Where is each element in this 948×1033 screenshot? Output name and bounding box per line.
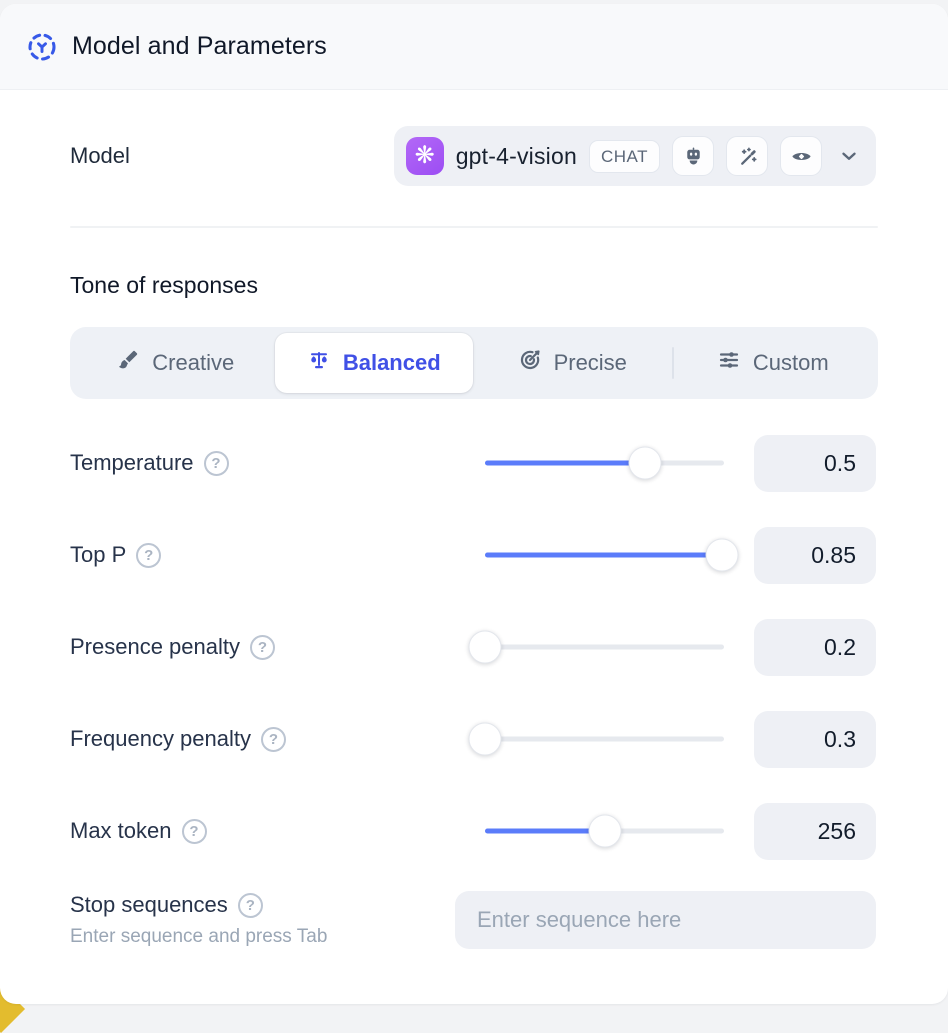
model-select-dropdown[interactable]: ❋ gpt-4-vision CHAT bbox=[393, 126, 876, 186]
tab-creative[interactable]: Creative bbox=[76, 333, 275, 393]
param-label-group: Presence penalty ? bbox=[70, 634, 455, 660]
temperature-value[interactable]: 0.5 bbox=[754, 434, 876, 492]
stop-sequences-label: Stop sequences bbox=[70, 892, 228, 917]
param-label-group: Max token ? bbox=[70, 818, 455, 844]
selected-model-name: gpt-4-vision bbox=[455, 142, 577, 169]
slider-thumb[interactable] bbox=[468, 722, 502, 756]
slider-fill bbox=[485, 460, 646, 466]
model-row: Model ❋ gpt-4-vision CHAT bbox=[0, 90, 948, 186]
param-label: Top P bbox=[70, 542, 127, 567]
openai-logo-icon: ❋ bbox=[405, 137, 444, 175]
parameters-section: Temperature ? 0.5 Top P ? 0.85 bbox=[0, 417, 948, 949]
model-type-badge: CHAT bbox=[588, 139, 660, 173]
stop-sequences-label-group: Stop sequences ? Enter sequence and pres… bbox=[70, 892, 455, 948]
tab-precise[interactable]: Precise bbox=[473, 333, 672, 393]
model-parameters-panel: Model and Parameters Model ❋ gpt-4-visio… bbox=[0, 4, 948, 1004]
slider-track[interactable] bbox=[485, 736, 724, 742]
frequency-penalty-row: Frequency penalty ? 0.3 bbox=[0, 693, 948, 785]
help-icon[interactable]: ? bbox=[250, 634, 275, 660]
stop-sequence-input[interactable] bbox=[455, 891, 876, 949]
tab-label: Balanced bbox=[342, 350, 441, 375]
temperature-slider[interactable] bbox=[485, 445, 724, 481]
param-label: Frequency penalty bbox=[70, 726, 251, 751]
tab-label: Creative bbox=[152, 350, 235, 375]
vision-eye-icon bbox=[780, 136, 822, 176]
param-label: Max token bbox=[70, 818, 172, 843]
top-p-row: Top P ? 0.85 bbox=[0, 509, 948, 601]
help-icon[interactable]: ? bbox=[181, 818, 207, 844]
model-label: Model bbox=[70, 143, 130, 168]
max-token-row: Max token ? 256 bbox=[0, 785, 948, 877]
param-label: Temperature bbox=[70, 450, 194, 475]
slider-thumb[interactable] bbox=[588, 814, 621, 848]
top-p-slider[interactable] bbox=[485, 537, 739, 573]
param-label: Presence penalty bbox=[70, 634, 240, 659]
presence-penalty-slider[interactable] bbox=[468, 629, 724, 665]
param-label-group: Top P ? bbox=[70, 542, 455, 568]
robot-icon bbox=[672, 136, 714, 176]
tab-divider bbox=[671, 347, 674, 379]
tab-custom[interactable]: Custom bbox=[674, 333, 873, 393]
slider-thumb[interactable] bbox=[468, 630, 502, 664]
section-divider bbox=[70, 226, 878, 228]
slider-thumb[interactable] bbox=[628, 446, 662, 480]
slider-fill bbox=[485, 552, 722, 558]
help-icon[interactable]: ? bbox=[261, 726, 286, 752]
max-token-value[interactable]: 256 bbox=[754, 802, 876, 860]
stop-sequences-row: Stop sequences ? Enter sequence and pres… bbox=[0, 891, 948, 949]
param-label-group: Frequency penalty ? bbox=[70, 726, 455, 752]
top-p-value[interactable]: 0.85 bbox=[754, 526, 876, 584]
frequency-penalty-slider[interactable] bbox=[468, 721, 724, 757]
presence-penalty-row: Presence penalty ? 0.2 bbox=[0, 601, 948, 693]
frequency-penalty-value[interactable]: 0.3 bbox=[754, 710, 876, 768]
param-label-group: Temperature ? bbox=[70, 450, 455, 476]
panel-title: Model and Parameters bbox=[72, 32, 327, 60]
temperature-row: Temperature ? 0.5 bbox=[0, 417, 948, 509]
model-hub-icon bbox=[26, 31, 58, 63]
balance-scale-icon bbox=[307, 348, 331, 378]
tone-heading: Tone of responses bbox=[70, 272, 258, 298]
chevron-down-icon[interactable] bbox=[838, 145, 860, 167]
max-token-slider[interactable] bbox=[485, 813, 724, 849]
presence-penalty-value[interactable]: 0.2 bbox=[754, 618, 876, 676]
stop-sequences-hint: Enter sequence and press Tab bbox=[70, 926, 328, 947]
sliders-icon bbox=[717, 348, 741, 378]
tab-label: Precise bbox=[553, 350, 627, 375]
help-icon[interactable]: ? bbox=[136, 542, 162, 568]
tab-label: Custom bbox=[752, 350, 829, 375]
panel-header: Model and Parameters bbox=[0, 4, 948, 90]
tone-tab-bar: Creative Balanced bbox=[70, 327, 878, 399]
slider-thumb[interactable] bbox=[705, 538, 739, 572]
target-icon bbox=[518, 348, 542, 378]
slider-fill bbox=[485, 828, 605, 834]
paintbrush-icon bbox=[116, 348, 140, 378]
tab-balanced[interactable]: Balanced bbox=[274, 333, 473, 393]
help-icon[interactable]: ? bbox=[203, 450, 229, 476]
slider-track[interactable] bbox=[485, 644, 724, 650]
magic-wand-icon bbox=[726, 136, 768, 176]
help-icon[interactable]: ? bbox=[237, 892, 263, 918]
